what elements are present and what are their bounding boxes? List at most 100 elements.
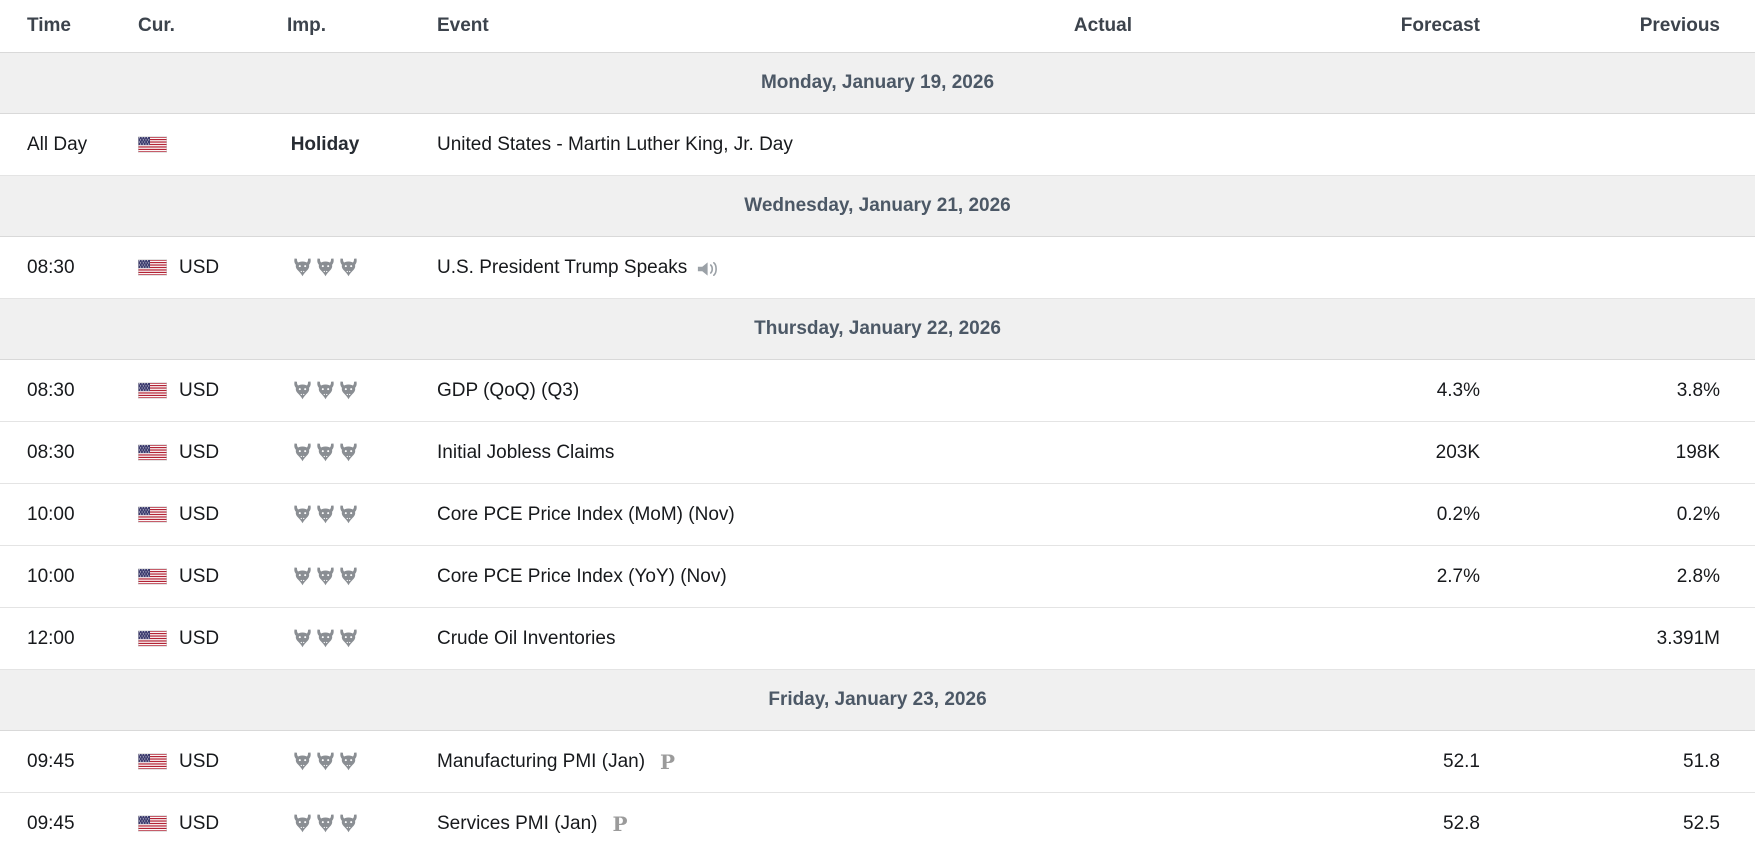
currency-code: USD — [179, 441, 220, 463]
event-cell: U.S. President Trump Speaks — [415, 236, 882, 299]
previous-value: 3.391M — [1480, 607, 1755, 670]
event-row[interactable]: 10:00 USD Core PCE Price Index (YoY) (No… — [0, 545, 1755, 608]
event-row[interactable]: 09:45 USD Manufacturing PMI (Jan) P 52.1 51… — [0, 730, 1755, 793]
bull-icon — [293, 567, 311, 586]
event-cell: Core PCE Price Index (MoM) (Nov) — [415, 483, 882, 546]
event-name[interactable]: Manufacturing PMI (Jan) — [437, 750, 646, 772]
actual-value — [882, 730, 1132, 793]
bull-icon — [293, 258, 311, 277]
bull-icon — [293, 629, 311, 648]
holiday-label: Holiday — [290, 133, 360, 155]
currency-code: USD — [179, 379, 220, 401]
currency-cell: USD — [110, 421, 235, 484]
currency-code: USD — [179, 565, 220, 587]
currency-cell: USD — [110, 545, 235, 608]
event-name[interactable]: Core PCE Price Index (YoY) (Nov) — [437, 565, 727, 587]
currency-cell — [110, 113, 235, 176]
currency-cell: USD — [110, 359, 235, 422]
currency-code: USD — [179, 503, 220, 525]
importance-cell — [235, 483, 415, 546]
column-header-event: Event — [437, 15, 489, 36]
us-flag-icon — [138, 259, 167, 276]
us-flag-icon — [138, 506, 167, 523]
event-row[interactable]: All Day Holiday United States - Martin Lu… — [0, 113, 1755, 176]
day-header-label: Friday, January 23, 2026 — [0, 669, 1755, 731]
us-flag-icon — [138, 630, 167, 647]
event-name[interactable]: Core PCE Price Index (MoM) (Nov) — [437, 503, 735, 525]
bull-icon — [339, 443, 357, 462]
bull-icon — [316, 381, 334, 400]
previous-value — [1480, 113, 1755, 176]
event-name[interactable]: Services PMI (Jan) — [437, 812, 598, 834]
us-flag-icon — [138, 753, 167, 770]
time-cell: 08:30 — [0, 359, 110, 422]
bull-icon — [339, 258, 357, 277]
time-cell: 10:00 — [0, 545, 110, 608]
day-header-row: Monday, January 19, 2026 — [0, 52, 1755, 114]
actual-value — [882, 236, 1132, 299]
importance-bulls — [291, 257, 360, 278]
event-row[interactable]: 10:00 USD Core PCE Price Index (MoM) (No… — [0, 483, 1755, 546]
time-cell: 09:45 — [0, 792, 110, 847]
event-name[interactable]: Initial Jobless Claims — [437, 441, 615, 463]
importance-bulls — [291, 813, 360, 834]
column-header-forecast: Forecast — [1400, 15, 1480, 36]
importance-bulls — [291, 380, 360, 401]
bull-icon — [293, 814, 311, 833]
time-cell: 12:00 — [0, 607, 110, 670]
currency-code: USD — [179, 750, 220, 772]
bull-icon — [339, 814, 357, 833]
actual-value — [882, 607, 1132, 670]
event-name[interactable]: United States - Martin Luther King, Jr. … — [437, 133, 793, 155]
currency-code: USD — [179, 812, 220, 834]
us-flag-icon — [138, 444, 167, 461]
event-name[interactable]: U.S. President Trump Speaks — [437, 256, 688, 278]
speaker-icon — [698, 262, 718, 277]
importance-cell — [235, 730, 415, 793]
time-cell: 08:30 — [0, 421, 110, 484]
preliminary-icon: P — [612, 811, 628, 836]
calendar-header-row: Time Cur. Imp. Event Actual Forecast Previous — [0, 0, 1755, 53]
currency-cell: USD — [110, 730, 235, 793]
forecast-value: 2.7% — [1132, 545, 1480, 608]
importance-bulls — [291, 566, 360, 587]
previous-value: 52.5 — [1480, 792, 1755, 847]
column-header-imp: Imp. — [287, 15, 327, 36]
bull-icon — [293, 443, 311, 462]
bull-icon — [316, 505, 334, 524]
importance-bulls — [291, 751, 360, 772]
actual-value — [882, 359, 1132, 422]
forecast-value: 4.3% — [1132, 359, 1480, 422]
importance-cell — [235, 607, 415, 670]
previous-value: 51.8 — [1480, 730, 1755, 793]
event-name[interactable]: Crude Oil Inventories — [437, 627, 616, 649]
calendar-body: Monday, January 19, 2026 All Day Holiday U… — [0, 52, 1755, 847]
currency-code: USD — [179, 627, 220, 649]
currency-cell: USD — [110, 607, 235, 670]
previous-value: 198K — [1480, 421, 1755, 484]
event-row[interactable]: 09:45 USD Services PMI (Jan) P 52.8 52.5 — [0, 792, 1755, 847]
event-cell: Crude Oil Inventories — [415, 607, 882, 670]
day-header-label: Monday, January 19, 2026 — [0, 52, 1755, 114]
us-flag-icon — [138, 568, 167, 585]
bull-icon — [293, 505, 311, 524]
day-header-row: Wednesday, January 21, 2026 — [0, 175, 1755, 237]
us-flag-icon — [138, 382, 167, 399]
currency-cell: USD — [110, 792, 235, 847]
event-row[interactable]: 08:30 USD GDP (QoQ) (Q3) 4.3% 3.8% — [0, 359, 1755, 422]
event-name[interactable]: GDP (QoQ) (Q3) — [437, 379, 580, 401]
actual-value — [882, 483, 1132, 546]
bull-icon — [339, 381, 357, 400]
importance-cell — [235, 545, 415, 608]
day-header-label: Thursday, January 22, 2026 — [0, 298, 1755, 360]
us-flag-icon — [138, 136, 167, 153]
event-row[interactable]: 08:30 USD U.S. President Trump Speaks — [0, 236, 1755, 299]
currency-code: USD — [179, 256, 220, 278]
importance-cell — [235, 236, 415, 299]
event-row[interactable]: 12:00 USD Crude Oil Inventories 3.391M — [0, 607, 1755, 670]
actual-value — [882, 421, 1132, 484]
us-flag-icon — [138, 815, 167, 832]
event-row[interactable]: 08:30 USD Initial Jobless Claims 203K 198K — [0, 421, 1755, 484]
actual-value — [882, 792, 1132, 847]
